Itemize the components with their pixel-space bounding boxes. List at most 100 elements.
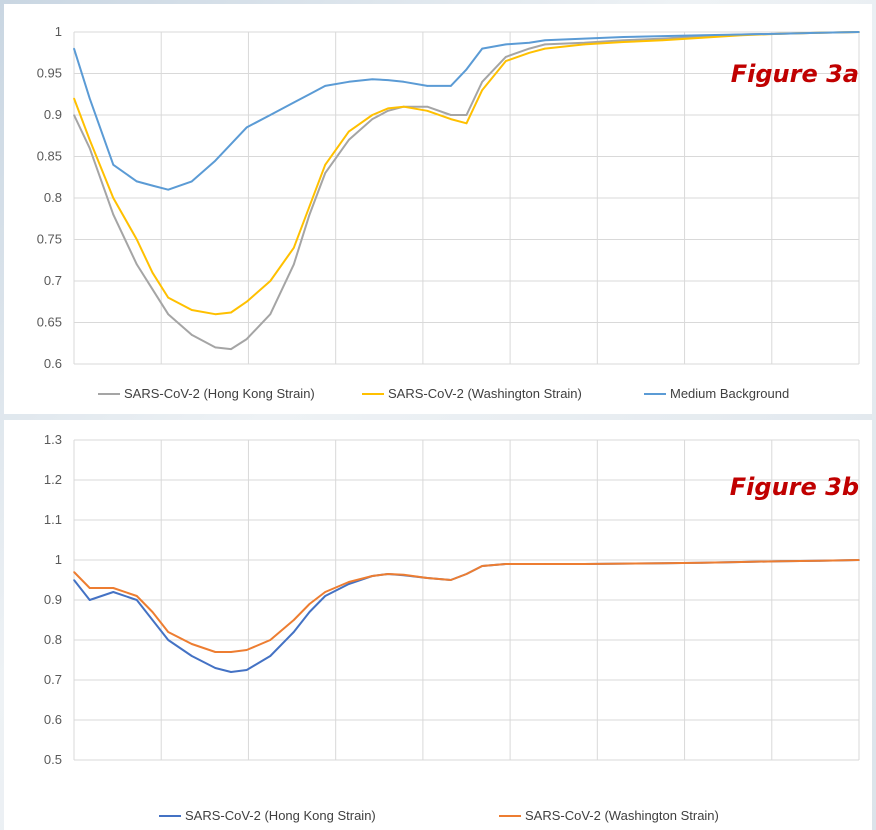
data-point — [245, 300, 248, 303]
data-point — [347, 130, 350, 133]
data-point — [136, 263, 138, 266]
y-tick-label: 0.8 — [44, 190, 62, 205]
figure-label: Figure 3b — [730, 473, 859, 501]
data-point — [481, 47, 484, 50]
data-point — [818, 32, 821, 34]
legend-item: SARS-CoV-2 (Hong Kong Strain) — [159, 808, 376, 823]
data-point — [583, 563, 586, 565]
data-point — [583, 41, 586, 44]
data-point — [88, 599, 91, 601]
data-point — [450, 579, 452, 581]
data-point — [73, 47, 75, 50]
data-point — [450, 118, 452, 120]
data-point — [504, 60, 507, 62]
data-point — [402, 574, 405, 576]
data-point — [465, 68, 468, 71]
data-point — [269, 639, 272, 641]
data-point — [136, 238, 138, 241]
data-point — [701, 34, 703, 37]
data-point — [214, 313, 217, 316]
data-point — [151, 271, 154, 274]
y-tick-label: 1.3 — [44, 432, 62, 447]
legend-label: Medium Background — [670, 386, 789, 401]
data-point — [324, 591, 327, 593]
data-point — [324, 595, 327, 597]
data-point — [583, 37, 586, 40]
data-point — [481, 81, 484, 83]
data-point — [858, 559, 860, 561]
legend-label: SARS-CoV-2 (Hong Kong Strain) — [185, 808, 376, 823]
data-point — [190, 655, 193, 657]
chart-panel-3a: 1 0.95 0.9 0.85 0.8 0.75 0.7 0.65 0.6 Figure 3a SA… — [4, 4, 872, 414]
data-point — [151, 611, 154, 613]
data-point — [136, 180, 138, 183]
chart-3b: 1.3 1.2 1.1 1 0.9 0.8 0.7 0.6 0.5 Figure 3b SARS-C… — [44, 432, 860, 823]
data-point — [293, 247, 295, 249]
data-point — [528, 41, 531, 44]
data-point — [544, 47, 546, 50]
y-tick-label: 0.75 — [37, 232, 62, 247]
y-tick-label: 0.95 — [37, 66, 62, 81]
data-point — [88, 139, 91, 141]
data-point — [73, 97, 75, 100]
data-point — [740, 33, 743, 36]
data-point — [450, 85, 452, 87]
data-point — [88, 147, 91, 149]
data-point — [740, 561, 743, 563]
data-point — [245, 669, 248, 671]
data-point — [504, 43, 507, 46]
data-point — [465, 122, 468, 125]
data-point — [622, 39, 625, 42]
data-point — [504, 56, 507, 58]
data-point — [151, 288, 154, 291]
data-point — [371, 575, 374, 577]
data-point — [245, 338, 248, 340]
data-point — [151, 184, 154, 187]
data-point — [426, 105, 429, 108]
legend: SARS-CoV-2 (Hong Kong Strain) SARS-CoV-2 … — [98, 386, 789, 401]
data-point — [544, 39, 546, 42]
y-tick-label: 1 — [55, 552, 62, 567]
data-point — [387, 79, 389, 81]
data-point — [426, 577, 429, 579]
legend: SARS-CoV-2 (Hong Kong Strain) SARS-CoV-2 … — [159, 808, 719, 823]
data-point — [324, 85, 327, 87]
chart-panel-3b: 1.3 1.2 1.1 1 0.9 0.8 0.7 0.6 0.5 Figure 3b SARS-C… — [4, 420, 872, 830]
data-point — [230, 671, 232, 673]
data-point — [371, 114, 374, 116]
data-point — [701, 37, 703, 39]
data-point — [230, 311, 232, 314]
data-point — [661, 562, 664, 564]
legend-item: SARS-CoV-2 (Washington Strain) — [499, 808, 719, 823]
data-point — [151, 619, 154, 621]
data-point — [661, 37, 664, 40]
data-point — [167, 631, 169, 633]
y-tick-label: 0.65 — [37, 315, 62, 330]
data-point — [293, 619, 295, 621]
legend-item: SARS-CoV-2 (Washington Strain) — [362, 386, 582, 401]
legend-item: Medium Background — [644, 386, 789, 401]
data-point — [701, 562, 703, 564]
data-point — [112, 587, 115, 589]
data-point — [293, 101, 295, 104]
data-point — [818, 560, 821, 562]
gridlines — [73, 439, 860, 761]
data-point — [167, 313, 169, 316]
data-point — [73, 571, 75, 573]
data-point — [190, 180, 193, 183]
data-point — [779, 32, 782, 35]
y-tick-label: 0.8 — [44, 632, 62, 647]
data-point — [88, 97, 91, 100]
data-point — [371, 78, 374, 81]
data-point — [622, 562, 625, 565]
y-tick-label: 0.7 — [44, 273, 62, 288]
data-point — [269, 655, 272, 657]
data-point — [324, 164, 327, 166]
y-tick-label: 0.5 — [44, 752, 62, 767]
y-tick-label: 0.85 — [37, 149, 62, 164]
data-point — [481, 89, 484, 91]
data-point — [190, 334, 193, 336]
data-point — [481, 565, 484, 567]
data-point — [779, 560, 782, 562]
data-point — [190, 643, 193, 645]
